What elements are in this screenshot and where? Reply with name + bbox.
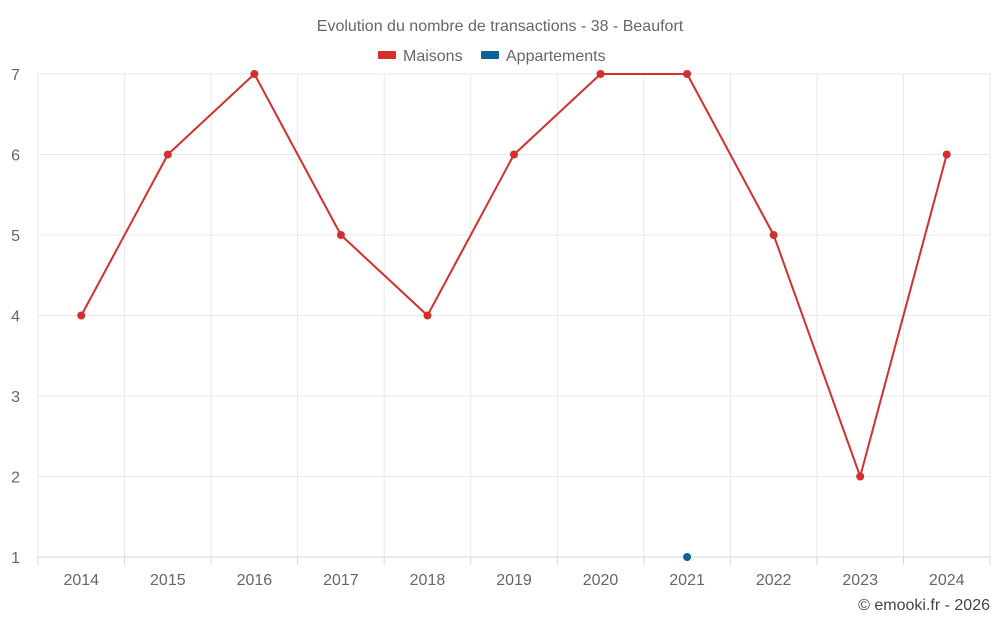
x-tick-label: 2020: [583, 572, 619, 589]
data-point-maisons[interactable]: [942, 150, 951, 159]
data-point-maisons[interactable]: [596, 70, 605, 78]
y-tick-label: 2: [11, 470, 20, 487]
x-tick-label: 2019: [496, 572, 532, 589]
x-tick-label: 2014: [63, 572, 99, 589]
data-point-maisons[interactable]: [423, 311, 432, 320]
legend-item-maisons[interactable]: Maisons: [378, 48, 463, 65]
chart-legend: Maisons Appartements: [378, 48, 606, 65]
y-grid: [38, 73, 990, 558]
data-point-maisons[interactable]: [77, 311, 86, 320]
legend-swatch-appartements: [481, 51, 499, 59]
y-tick-label: 1: [11, 550, 20, 567]
x-tick-label: 2018: [410, 572, 446, 589]
legend-item-appartements[interactable]: Appartements: [481, 48, 606, 65]
data-point-maisons[interactable]: [856, 472, 865, 481]
credit-text: © emooki.fr - 2026: [858, 597, 990, 614]
legend-label-maisons: Maisons: [403, 48, 463, 65]
data-point-maisons[interactable]: [510, 150, 518, 159]
data-point-maisons[interactable]: [163, 150, 172, 159]
legend-label-appartements: Appartements: [506, 48, 606, 65]
y-tick-label: 6: [11, 148, 20, 165]
y-tick-labels: 1 2 3 4 5 6 7: [11, 67, 20, 567]
y-tick-label: 5: [11, 228, 20, 245]
x-tick-label: 2023: [842, 572, 878, 589]
series-points: [77, 70, 951, 561]
data-point-maisons[interactable]: [683, 70, 692, 78]
y-tick-label: 3: [11, 389, 20, 406]
x-tick-label: 2017: [323, 572, 359, 589]
y-tick-label: 7: [11, 67, 20, 84]
x-tick-label: 2015: [150, 572, 186, 589]
data-point-maisons[interactable]: [250, 70, 259, 78]
data-point-maisons[interactable]: [769, 231, 778, 239]
x-tick-label: 2024: [929, 572, 965, 589]
x-tick-label: 2022: [756, 572, 792, 589]
chart-title: Evolution du nombre de transactions - 38…: [317, 18, 684, 35]
x-tick-label: 2016: [237, 572, 273, 589]
axes: [37, 556, 991, 565]
y-tick-label: 4: [11, 309, 20, 326]
data-point-appartements[interactable]: [683, 553, 692, 561]
x-tick-label: 2021: [669, 572, 705, 589]
legend-swatch-maisons: [378, 51, 396, 59]
data-point-maisons[interactable]: [336, 231, 345, 239]
x-tick-labels: 2014 2015 2016 2017 2018 2019 2020 2021 2022 2023…: [63, 572, 964, 589]
